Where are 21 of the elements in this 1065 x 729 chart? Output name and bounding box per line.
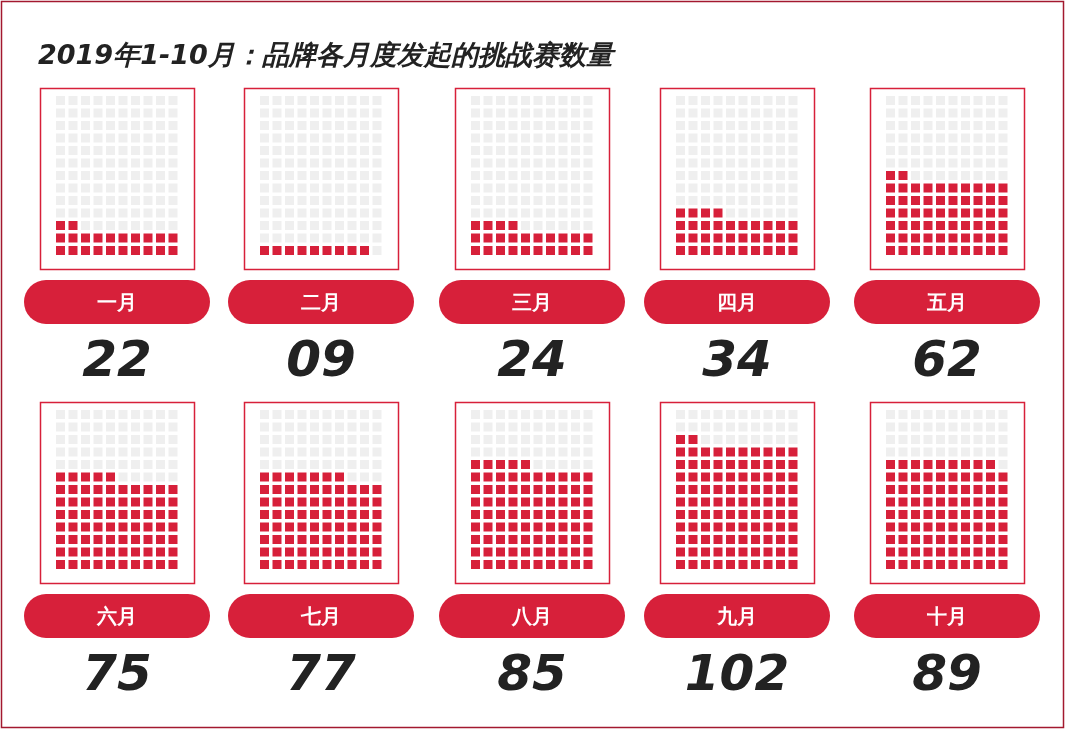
category-label: 九月 bbox=[716, 604, 757, 628]
category-label: 五月 bbox=[926, 290, 967, 314]
data-label: 22 bbox=[82, 330, 152, 388]
category-label: 八月 bbox=[511, 604, 552, 628]
data-label: 89 bbox=[912, 644, 982, 702]
category-label: 六月 bbox=[96, 604, 137, 628]
data-label: 85 bbox=[497, 644, 567, 702]
data-label: 77 bbox=[286, 644, 356, 702]
text: 2019年1-10月：品牌各月度发起的挑战赛数量 bbox=[38, 39, 616, 70]
category-label: 十月 bbox=[926, 604, 967, 628]
category-label: 一月 bbox=[97, 290, 137, 314]
category-label: 三月 bbox=[512, 290, 552, 314]
category-label: 七月 bbox=[300, 604, 341, 628]
data-label: 75 bbox=[82, 644, 152, 702]
category-label: 四月 bbox=[717, 290, 757, 314]
data-label: 102 bbox=[684, 644, 790, 702]
data-label: 62 bbox=[912, 330, 982, 388]
data-label: 34 bbox=[702, 330, 772, 388]
data-label: 24 bbox=[497, 330, 567, 388]
data-label: 09 bbox=[286, 330, 356, 388]
category-label: 二月 bbox=[301, 290, 341, 314]
